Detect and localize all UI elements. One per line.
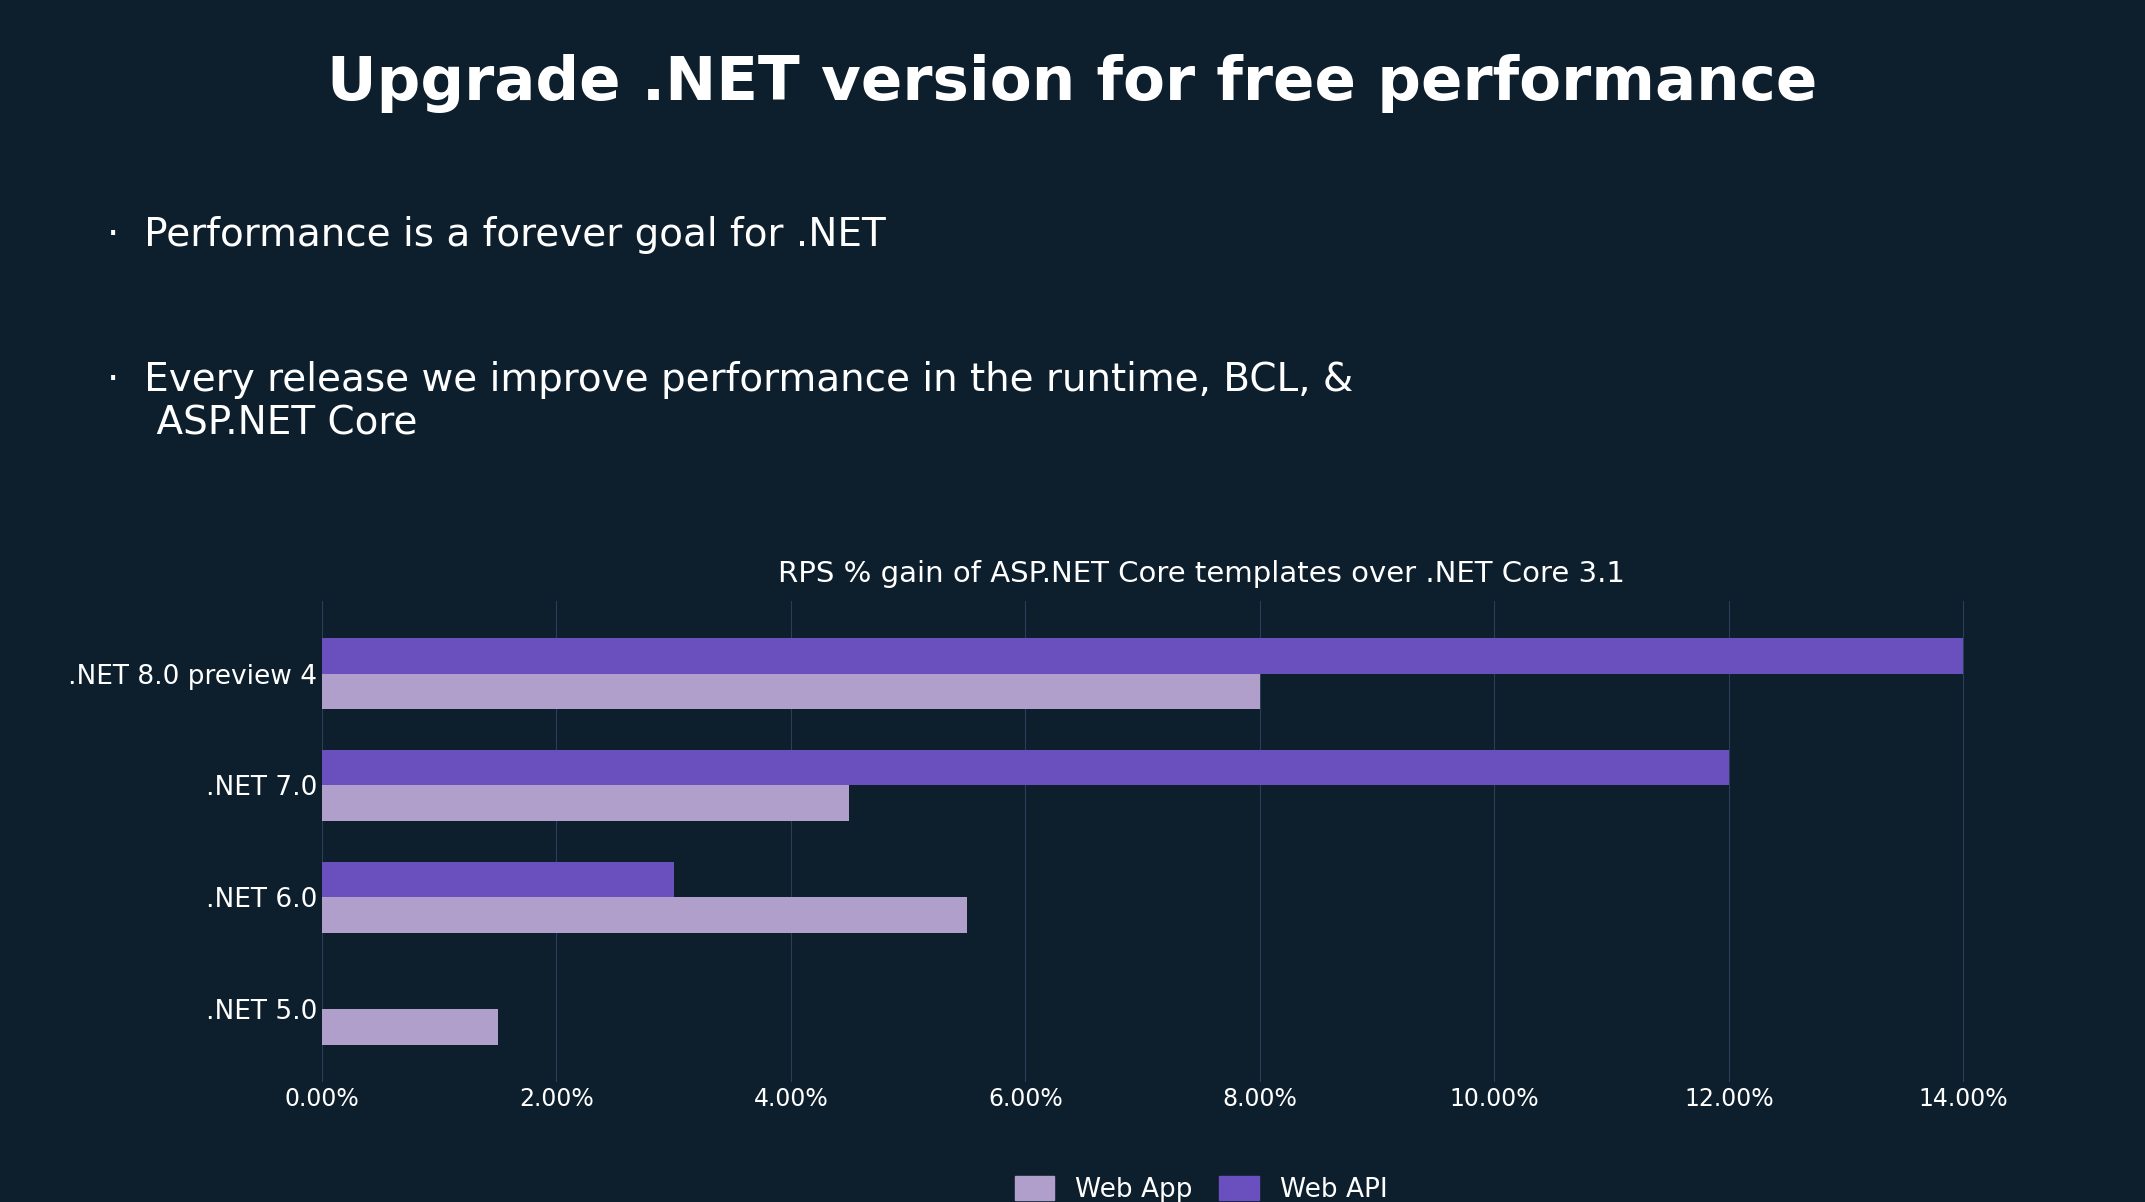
Bar [322,862,674,898]
Bar [322,785,849,821]
Text: Upgrade .NET version for free performance: Upgrade .NET version for free performanc… [328,54,1817,113]
Bar [322,638,1963,673]
Bar [322,673,1259,709]
Text: ·  Every release we improve performance in the runtime, BCL, &
    ASP.NET Core: · Every release we improve performance i… [107,361,1353,442]
Legend: Web App, Web API: Web App, Web API [1015,1177,1388,1202]
Title: RPS % gain of ASP.NET Core templates over .NET Core 3.1: RPS % gain of ASP.NET Core templates ove… [779,560,1624,588]
Bar [322,898,967,933]
Bar [322,750,1729,785]
Bar [322,1010,498,1045]
Text: ·  Performance is a forever goal for .NET: · Performance is a forever goal for .NET [107,216,886,255]
